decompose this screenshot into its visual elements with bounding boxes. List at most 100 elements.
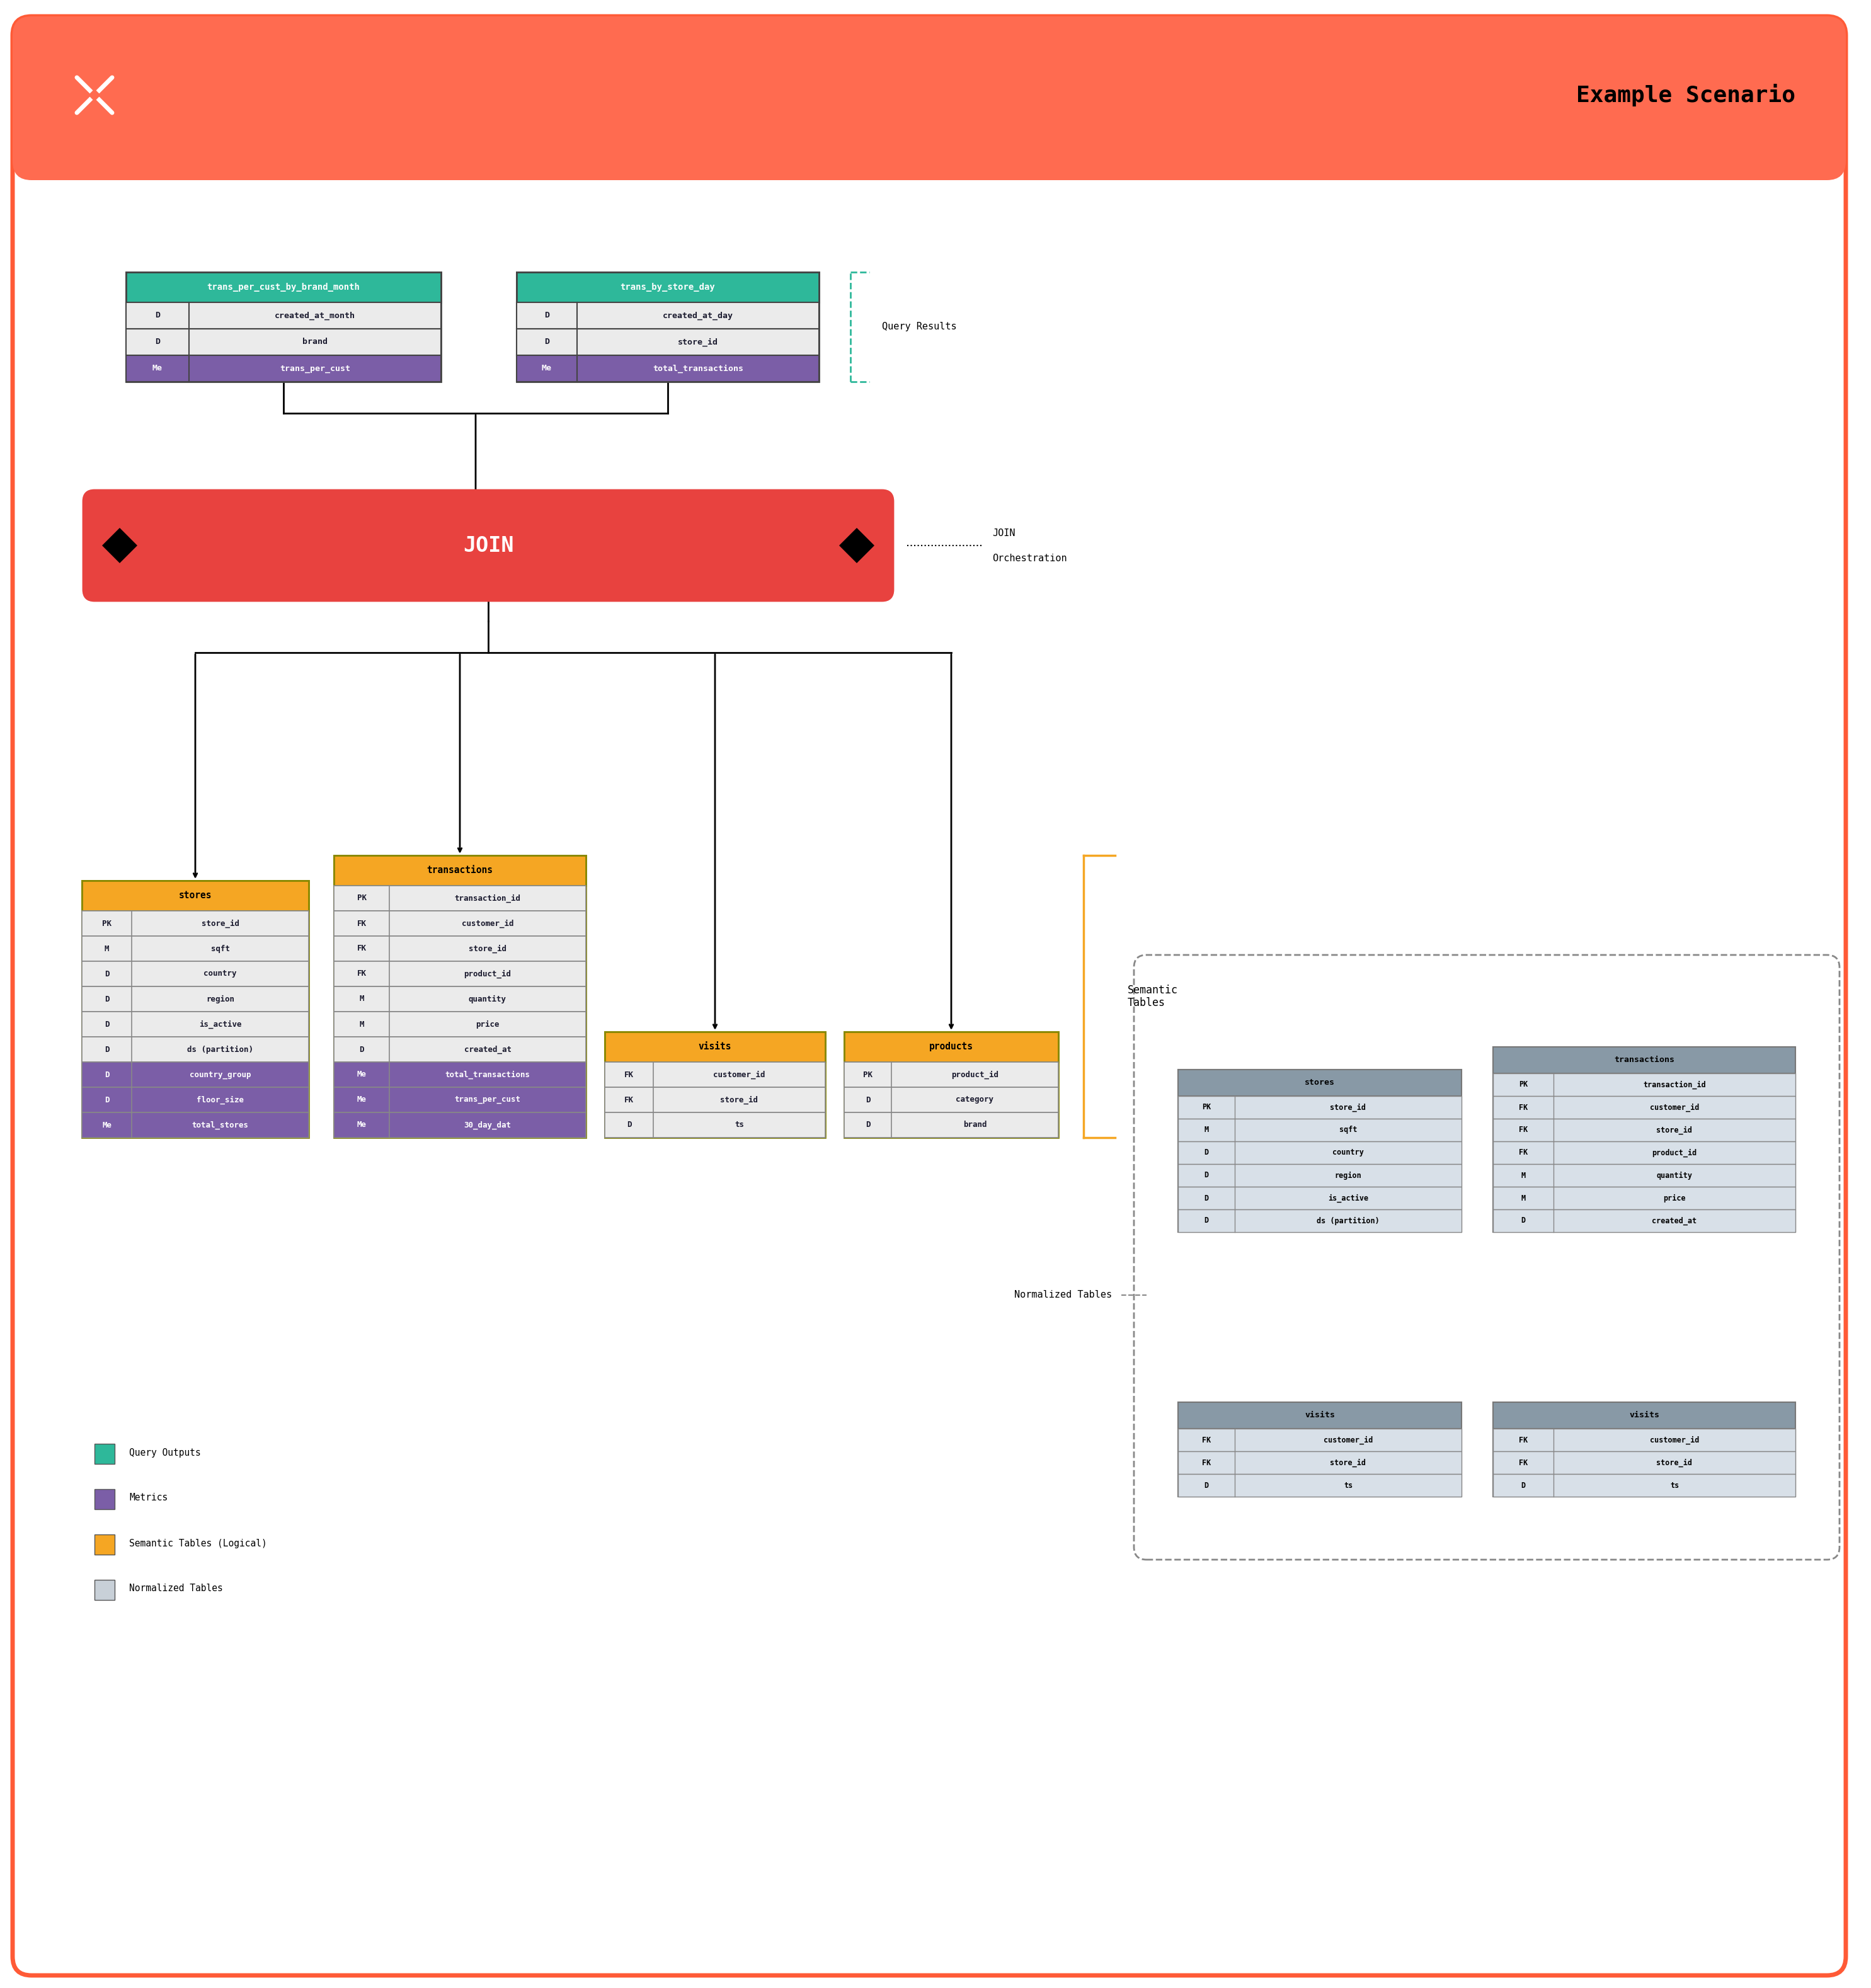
Bar bbox=[95, 1489, 114, 1509]
Bar bbox=[604, 1062, 825, 1087]
Text: D: D bbox=[1205, 1171, 1209, 1179]
Text: PK: PK bbox=[357, 895, 367, 903]
Text: D: D bbox=[1521, 1481, 1525, 1489]
Text: D: D bbox=[105, 994, 109, 1004]
Text: D: D bbox=[105, 1095, 109, 1103]
Text: FK: FK bbox=[1201, 1459, 1211, 1467]
Bar bbox=[1493, 1402, 1796, 1429]
Text: store_id: store_id bbox=[677, 338, 718, 346]
Bar bbox=[844, 1113, 1059, 1137]
Bar bbox=[82, 1012, 309, 1038]
Bar bbox=[1179, 1473, 1461, 1497]
Text: D: D bbox=[1205, 1195, 1209, 1203]
Text: Orchestration: Orchestration bbox=[992, 555, 1066, 563]
Bar bbox=[82, 1087, 309, 1113]
Text: D: D bbox=[1521, 1217, 1525, 1225]
Text: product_id: product_id bbox=[950, 1070, 999, 1079]
Text: D: D bbox=[105, 1020, 109, 1028]
Text: created_at_day: created_at_day bbox=[662, 312, 733, 320]
Text: PK: PK bbox=[863, 1070, 872, 1079]
Text: is_active: is_active bbox=[198, 1020, 241, 1028]
Text: total_transactions: total_transactions bbox=[445, 1070, 529, 1079]
Text: transaction_id: transaction_id bbox=[1643, 1081, 1706, 1089]
Text: trans_per_cust_by_brand_month: trans_per_cust_by_brand_month bbox=[208, 282, 359, 292]
Text: FK: FK bbox=[1519, 1149, 1529, 1157]
Text: PK: PK bbox=[1519, 1081, 1529, 1089]
Bar bbox=[1493, 1141, 1796, 1165]
Bar bbox=[1493, 1429, 1796, 1451]
Text: price: price bbox=[475, 1020, 500, 1028]
Text: D: D bbox=[105, 1046, 109, 1054]
Text: store_id: store_id bbox=[1656, 1459, 1693, 1467]
Bar bbox=[82, 1113, 309, 1137]
Text: brand: brand bbox=[303, 338, 327, 346]
Text: 30_day_dat: 30_day_dat bbox=[464, 1121, 511, 1129]
Bar bbox=[516, 356, 819, 382]
Text: product_id: product_id bbox=[1652, 1149, 1697, 1157]
Text: visits: visits bbox=[698, 1042, 732, 1052]
Bar bbox=[1493, 1095, 1796, 1119]
Bar bbox=[516, 272, 819, 302]
Text: ts: ts bbox=[1343, 1481, 1353, 1489]
Text: created_at: created_at bbox=[464, 1046, 511, 1054]
Bar bbox=[604, 1087, 825, 1113]
Bar bbox=[1179, 1209, 1461, 1233]
Text: stores: stores bbox=[180, 891, 211, 901]
Bar bbox=[333, 1012, 586, 1038]
Text: FK: FK bbox=[357, 970, 367, 978]
Bar bbox=[1179, 1141, 1461, 1165]
Text: FK: FK bbox=[1201, 1435, 1211, 1443]
Bar bbox=[1493, 1473, 1796, 1497]
Text: ts: ts bbox=[1671, 1481, 1678, 1489]
Text: D: D bbox=[1205, 1217, 1209, 1225]
Text: D: D bbox=[627, 1121, 631, 1129]
Bar bbox=[125, 302, 442, 328]
Bar bbox=[82, 881, 309, 1137]
Bar bbox=[333, 911, 586, 936]
Text: price: price bbox=[1663, 1195, 1686, 1203]
Text: FK: FK bbox=[357, 918, 367, 928]
FancyBboxPatch shape bbox=[13, 16, 1847, 181]
Text: store_id: store_id bbox=[720, 1095, 758, 1103]
Bar bbox=[333, 1087, 586, 1113]
Text: Metrics: Metrics bbox=[129, 1493, 168, 1503]
Bar bbox=[333, 986, 586, 1012]
FancyBboxPatch shape bbox=[1134, 954, 1839, 1561]
Bar bbox=[844, 1032, 1059, 1137]
Text: D: D bbox=[544, 312, 550, 320]
Text: M: M bbox=[1521, 1171, 1525, 1179]
Bar bbox=[82, 881, 309, 911]
Text: JOIN: JOIN bbox=[462, 535, 513, 557]
Text: ds (partition): ds (partition) bbox=[187, 1046, 253, 1054]
Text: floor_size: floor_size bbox=[196, 1095, 243, 1103]
Bar bbox=[333, 962, 586, 986]
FancyBboxPatch shape bbox=[82, 491, 892, 600]
Text: D: D bbox=[155, 312, 161, 320]
Text: is_active: is_active bbox=[1328, 1195, 1368, 1203]
Bar bbox=[333, 855, 586, 1137]
Bar bbox=[1179, 1402, 1461, 1497]
Text: country: country bbox=[1332, 1149, 1364, 1157]
Bar bbox=[95, 1580, 114, 1600]
Text: Normalized Tables: Normalized Tables bbox=[1014, 1290, 1111, 1300]
Text: store_id: store_id bbox=[470, 944, 507, 952]
Bar bbox=[95, 1535, 114, 1555]
Text: region: region bbox=[206, 994, 234, 1004]
Bar bbox=[1493, 1048, 1796, 1074]
Text: ts: ts bbox=[735, 1121, 745, 1129]
Text: trans_per_cust: trans_per_cust bbox=[279, 364, 350, 372]
Bar bbox=[1493, 1165, 1796, 1187]
Text: sqft: sqft bbox=[211, 944, 230, 952]
Text: Me: Me bbox=[357, 1121, 367, 1129]
Text: M: M bbox=[359, 1020, 365, 1028]
Bar bbox=[82, 911, 309, 936]
Polygon shape bbox=[88, 89, 101, 101]
Text: customer_id: customer_id bbox=[462, 918, 513, 928]
Bar bbox=[333, 855, 586, 887]
Text: Example Scenario: Example Scenario bbox=[1575, 83, 1796, 107]
Text: trans_by_store_day: trans_by_store_day bbox=[621, 282, 715, 292]
Text: M: M bbox=[1205, 1125, 1209, 1135]
Text: transaction_id: transaction_id bbox=[455, 895, 520, 903]
Bar bbox=[1179, 1429, 1461, 1451]
Text: ds (partition): ds (partition) bbox=[1317, 1217, 1379, 1225]
